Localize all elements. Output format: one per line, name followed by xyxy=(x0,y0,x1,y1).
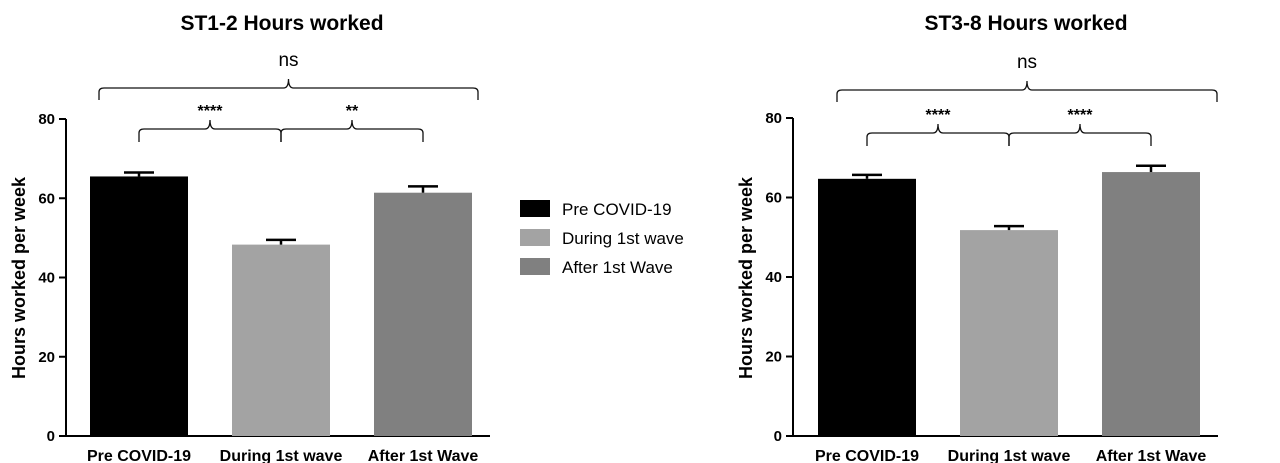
significance-label: ns xyxy=(1017,52,1037,73)
legend-label: During 1st wave xyxy=(562,229,684,248)
significance-bracket xyxy=(836,80,1218,102)
y-tick-label: 80 xyxy=(765,110,782,127)
chart-st1-2: ST1-2 Hours worked Hours worked per week… xyxy=(9,12,490,463)
chart-title: ST3-8 Hours worked xyxy=(924,12,1127,35)
y-tick-label: 40 xyxy=(765,269,782,286)
legend-swatch xyxy=(520,200,550,217)
y-axis-label: Hours worked per week xyxy=(9,176,29,379)
y-tick-label: 20 xyxy=(38,349,55,366)
category-label: After 1st Wave xyxy=(1096,448,1207,463)
significance-bracket xyxy=(1008,123,1152,146)
y-tick-label: 80 xyxy=(38,111,55,128)
significance-label: ns xyxy=(278,50,298,71)
y-axis-label: Hours worked per week xyxy=(736,176,756,379)
bar xyxy=(90,176,188,437)
bar xyxy=(960,230,1058,436)
category-label: During 1st wave xyxy=(948,448,1071,463)
bar xyxy=(232,244,330,436)
y-tick-label: 0 xyxy=(774,428,782,445)
significance-label: ** xyxy=(346,103,359,120)
bar xyxy=(374,192,472,436)
legend: Pre COVID-19 During 1st wave After 1st Wav… xyxy=(520,200,684,277)
category-label: During 1st wave xyxy=(220,448,343,463)
significance-bracket xyxy=(280,119,424,142)
y-tick-label: 60 xyxy=(765,190,782,207)
bar xyxy=(1102,172,1200,436)
y-tick-label: 40 xyxy=(38,270,55,287)
legend-label: After 1st Wave xyxy=(562,258,673,277)
legend-swatch xyxy=(520,258,550,275)
significance-bracket xyxy=(98,78,479,100)
y-tick-label: 0 xyxy=(47,428,55,445)
chart-st3-8: ST3-8 Hours worked Hours worked per week… xyxy=(736,12,1218,463)
y-tick-label: 20 xyxy=(765,349,782,366)
category-label: After 1st Wave xyxy=(368,448,479,463)
bar xyxy=(818,178,916,436)
significance-label: **** xyxy=(926,107,952,124)
chart-title: ST1-2 Hours worked xyxy=(180,12,383,35)
category-label: Pre COVID-19 xyxy=(87,448,191,463)
significance-label: **** xyxy=(1068,107,1094,124)
significance-label: **** xyxy=(198,103,224,120)
category-label: Pre COVID-19 xyxy=(815,448,919,463)
y-tick-label: 60 xyxy=(38,190,55,207)
significance-bracket xyxy=(138,119,282,142)
significance-bracket xyxy=(866,123,1010,146)
legend-label: Pre COVID-19 xyxy=(562,200,672,219)
legend-swatch xyxy=(520,229,550,246)
